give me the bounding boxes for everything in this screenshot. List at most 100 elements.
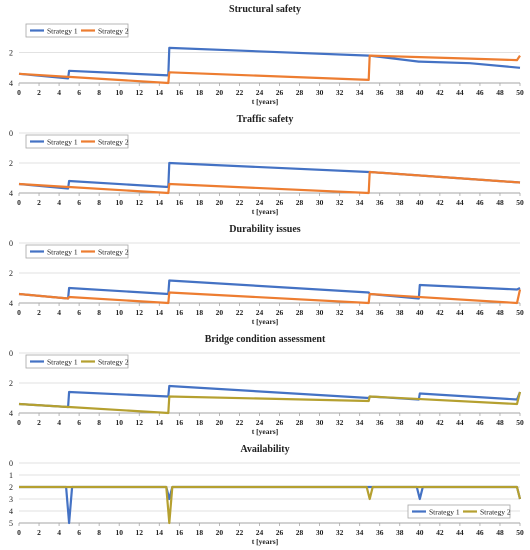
x-tick-label: 22 <box>236 418 244 427</box>
y-tick-label: 0 <box>9 459 13 468</box>
x-tick-label: 6 <box>77 198 81 207</box>
x-tick-label: 48 <box>496 308 504 317</box>
x-tick-label: 18 <box>196 418 204 427</box>
x-tick-label: 6 <box>77 528 81 537</box>
x-tick-label: 30 <box>316 418 324 427</box>
series-line-strategy-1 <box>18 161 521 190</box>
x-tick-label: 24 <box>256 88 264 97</box>
x-tick-label: 2 <box>37 308 41 317</box>
x-tick-label: 16 <box>176 528 184 537</box>
x-tick-label: 16 <box>176 88 184 97</box>
x-tick-label: 8 <box>97 418 101 427</box>
x-tick-label: 10 <box>115 198 123 207</box>
x-tick-label: 40 <box>416 198 424 207</box>
x-tick-label: 6 <box>77 418 81 427</box>
y-tick-label: 4 <box>9 409 13 418</box>
x-tick-label: 34 <box>356 528 364 537</box>
x-tick-label: 50 <box>516 88 524 97</box>
x-tick-label: 44 <box>456 418 464 427</box>
x-tick-label: 32 <box>336 88 344 97</box>
x-tick-label: 0 <box>17 88 21 97</box>
x-tick-label: 14 <box>156 418 164 427</box>
y-tick-label: 2 <box>9 483 13 492</box>
x-tick-label: 4 <box>57 88 61 97</box>
y-tick-label: 1 <box>9 471 13 480</box>
y-tick-label: 4 <box>9 507 13 516</box>
x-tick-label: 20 <box>216 308 224 317</box>
x-tick-label: 14 <box>156 198 164 207</box>
x-tick-label: 34 <box>356 198 364 207</box>
x-tick-label: 36 <box>376 418 384 427</box>
x-tick-label: 14 <box>156 528 164 537</box>
y-tick-label: 2 <box>9 269 13 278</box>
x-tick-label: 0 <box>17 198 21 207</box>
x-tick-label: 28 <box>296 528 304 537</box>
x-tick-label: 18 <box>196 528 204 537</box>
x-tick-label: 32 <box>336 528 344 537</box>
chart-title: Durability issues <box>229 224 301 235</box>
x-tick-label: 44 <box>456 198 464 207</box>
x-tick-label: 24 <box>256 418 264 427</box>
series-line-strategy-2 <box>18 54 521 85</box>
y-tick-label: 2 <box>9 379 13 388</box>
x-tick-label: 24 <box>256 528 264 537</box>
y-tick-label: 2 <box>9 159 13 168</box>
x-axis-label: t [years] <box>252 97 278 106</box>
x-tick-label: 50 <box>516 528 524 537</box>
y-tick-label: 4 <box>9 79 13 88</box>
x-tick-label: 44 <box>456 528 464 537</box>
legend-label-strategy-1: Strategy 1 <box>47 248 78 257</box>
x-tick-label: 22 <box>236 308 244 317</box>
x-tick-label: 22 <box>236 528 244 537</box>
x-tick-label: 2 <box>37 88 41 97</box>
y-tick-label: 0 <box>9 239 13 248</box>
x-tick-label: 42 <box>436 528 444 537</box>
x-tick-label: 10 <box>115 528 123 537</box>
legend-label-strategy-2: Strategy 2 <box>98 248 129 257</box>
chart-title: Bridge condition assessment <box>205 334 326 345</box>
x-tick-label: 18 <box>196 198 204 207</box>
x-tick-label: 20 <box>216 418 224 427</box>
y-tick-label: 0 <box>9 349 13 358</box>
x-tick-label: 48 <box>496 198 504 207</box>
x-tick-label: 12 <box>135 308 143 317</box>
x-tick-label: 2 <box>37 418 41 427</box>
x-tick-label: 30 <box>316 528 324 537</box>
x-tick-label: 38 <box>396 198 404 207</box>
legend-label-strategy-2: Strategy 2 <box>98 27 129 36</box>
x-tick-label: 26 <box>276 198 284 207</box>
x-tick-label: 48 <box>496 528 504 537</box>
series-line-strategy-1 <box>18 279 521 300</box>
x-tick-label: 36 <box>376 528 384 537</box>
x-tick-label: 28 <box>296 308 304 317</box>
x-tick-label: 34 <box>356 308 364 317</box>
x-tick-label: 2 <box>37 528 41 537</box>
x-tick-label: 24 <box>256 308 264 317</box>
x-tick-label: 40 <box>416 528 424 537</box>
x-tick-label: 48 <box>496 418 504 427</box>
x-tick-label: 10 <box>115 418 123 427</box>
x-axis-label: t [years] <box>252 207 278 216</box>
x-tick-label: 42 <box>436 308 444 317</box>
y-tick-label: 5 <box>9 519 13 528</box>
x-tick-label: 40 <box>416 308 424 317</box>
x-tick-label: 40 <box>416 88 424 97</box>
x-tick-label: 46 <box>476 418 484 427</box>
x-tick-label: 14 <box>156 308 164 317</box>
x-tick-label: 28 <box>296 418 304 427</box>
legend-box <box>407 504 511 519</box>
x-tick-label: 22 <box>236 198 244 207</box>
y-tick-label: 0 <box>9 129 13 138</box>
y-tick-label: 4 <box>9 299 13 308</box>
y-tick-label: 3 <box>9 495 13 504</box>
x-tick-label: 26 <box>276 528 284 537</box>
x-axis-label: t [years] <box>252 537 278 546</box>
x-tick-label: 38 <box>396 418 404 427</box>
x-tick-label: 12 <box>135 528 143 537</box>
x-tick-label: 36 <box>376 308 384 317</box>
x-tick-label: 34 <box>356 418 364 427</box>
x-tick-label: 28 <box>296 88 304 97</box>
x-tick-label: 8 <box>97 88 101 97</box>
legend-label-strategy-1: Strategy 1 <box>47 27 78 36</box>
